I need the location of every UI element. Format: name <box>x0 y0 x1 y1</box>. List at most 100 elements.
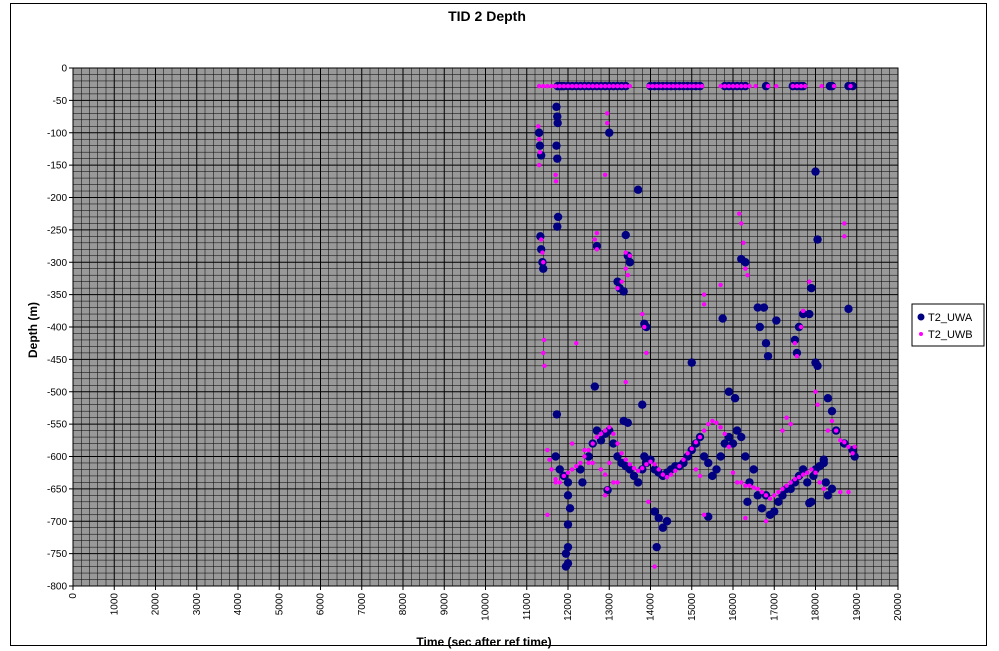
data-point <box>798 324 804 330</box>
data-point <box>798 465 808 474</box>
data-point <box>586 447 591 453</box>
data-point <box>547 457 552 462</box>
data-point <box>604 111 610 116</box>
x-tick-label: 4000 <box>233 593 244 616</box>
data-point <box>545 512 550 517</box>
data-point <box>811 167 820 176</box>
data-point <box>615 83 620 89</box>
data-point <box>753 83 758 89</box>
data-point <box>638 400 647 409</box>
data-point <box>553 212 563 222</box>
data-point <box>813 389 818 394</box>
data-point <box>739 221 744 226</box>
data-point <box>776 489 781 495</box>
data-point <box>640 311 645 317</box>
data-point <box>815 402 820 407</box>
data-point <box>697 434 703 440</box>
data-point <box>759 303 769 312</box>
data-point <box>763 493 769 498</box>
y-tick-label: -700 <box>47 517 67 528</box>
data-point <box>553 118 562 128</box>
data-point <box>852 444 857 449</box>
data-point <box>827 406 837 416</box>
data-point <box>536 162 542 168</box>
data-point <box>604 486 610 492</box>
data-point <box>697 473 703 479</box>
data-point <box>578 460 583 466</box>
data-point <box>745 478 754 487</box>
data-point <box>693 440 699 445</box>
legend-marker <box>919 332 923 336</box>
chart-title: TID 2 Depth <box>448 8 526 24</box>
y-tick-label: -500 <box>47 387 67 398</box>
data-point <box>584 452 593 461</box>
data-point <box>574 464 579 469</box>
data-point <box>753 303 762 312</box>
data-point <box>607 425 612 430</box>
data-point <box>819 83 824 89</box>
data-point <box>553 480 558 485</box>
data-point <box>796 475 802 480</box>
data-point <box>613 452 622 461</box>
data-point <box>590 83 595 89</box>
data-point <box>640 452 649 461</box>
data-point <box>561 549 571 558</box>
data-point <box>821 478 831 487</box>
data-point <box>650 83 655 89</box>
data-point <box>633 185 643 194</box>
data-point <box>817 480 822 485</box>
y-tick-label: -650 <box>47 484 67 495</box>
data-point <box>767 496 773 501</box>
data-point <box>679 458 688 468</box>
data-point <box>718 83 723 89</box>
data-point <box>751 485 756 490</box>
data-point <box>675 83 680 89</box>
data-point <box>590 382 600 391</box>
data-point <box>590 460 595 466</box>
y-tick-label: -200 <box>47 193 67 204</box>
data-point <box>640 465 645 471</box>
legend-marker <box>917 313 925 321</box>
data-point <box>732 426 742 435</box>
data-point <box>743 515 748 521</box>
data-point <box>846 444 851 449</box>
data-point <box>534 128 544 137</box>
legend-box <box>911 303 985 347</box>
data-point <box>681 457 686 462</box>
data-point <box>749 465 758 474</box>
data-point <box>537 149 543 155</box>
data-point <box>695 83 701 89</box>
y-tick-label: -400 <box>47 323 67 334</box>
data-point <box>701 512 707 517</box>
data-point <box>582 83 587 89</box>
data-point <box>563 520 573 529</box>
y-tick-label: 0 <box>61 64 67 75</box>
data-point <box>726 83 732 89</box>
data-point <box>623 83 628 89</box>
data-point <box>741 240 746 246</box>
data-point <box>557 83 562 89</box>
data-point <box>734 83 740 89</box>
data-point <box>545 83 550 89</box>
x-tick-label: 6000 <box>316 593 327 616</box>
x-tick-label: 2000 <box>151 593 162 616</box>
data-point <box>790 83 796 89</box>
data-point <box>563 478 573 487</box>
data-point <box>704 458 713 468</box>
data-point <box>552 102 561 112</box>
x-tick-label: 3000 <box>192 593 203 616</box>
data-point <box>609 439 618 448</box>
x-tick-label: 17000 <box>769 593 780 621</box>
data-point <box>809 467 814 472</box>
data-point <box>792 476 798 482</box>
y-tick-label: -600 <box>47 452 67 463</box>
y-tick-label: -800 <box>47 582 67 593</box>
data-point <box>611 431 616 437</box>
data-point <box>778 491 787 500</box>
data-point <box>623 266 628 271</box>
data-point <box>611 480 616 485</box>
data-point <box>706 421 711 427</box>
data-point <box>774 497 783 507</box>
data-point <box>829 418 835 424</box>
